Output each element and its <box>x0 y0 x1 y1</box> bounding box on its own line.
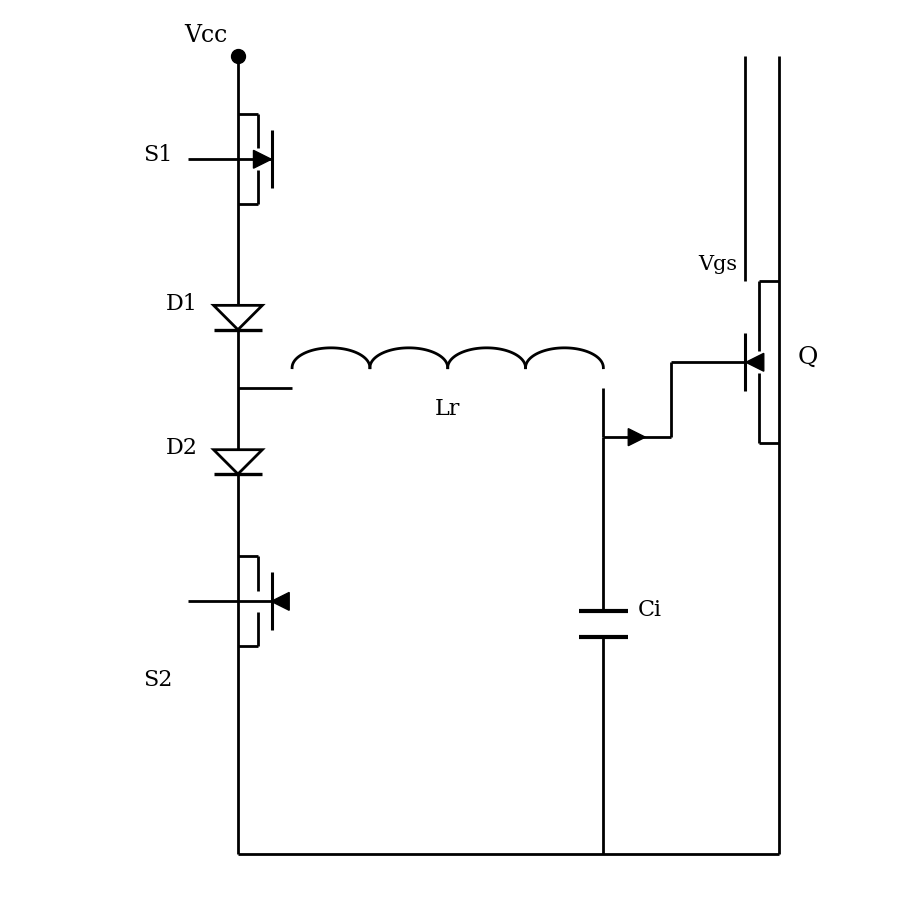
Text: Ci: Ci <box>638 599 662 622</box>
Text: Q: Q <box>798 347 818 369</box>
Polygon shape <box>628 429 645 445</box>
Text: Vcc: Vcc <box>184 24 227 46</box>
Text: S2: S2 <box>143 669 173 691</box>
Polygon shape <box>272 593 289 610</box>
Text: D1: D1 <box>165 292 197 315</box>
Polygon shape <box>214 305 263 329</box>
Text: D2: D2 <box>165 437 197 459</box>
Polygon shape <box>214 450 263 474</box>
Text: Vgs: Vgs <box>699 255 738 274</box>
Polygon shape <box>746 353 764 371</box>
Polygon shape <box>253 150 272 168</box>
Text: Lr: Lr <box>435 398 461 420</box>
Text: S1: S1 <box>143 144 173 166</box>
